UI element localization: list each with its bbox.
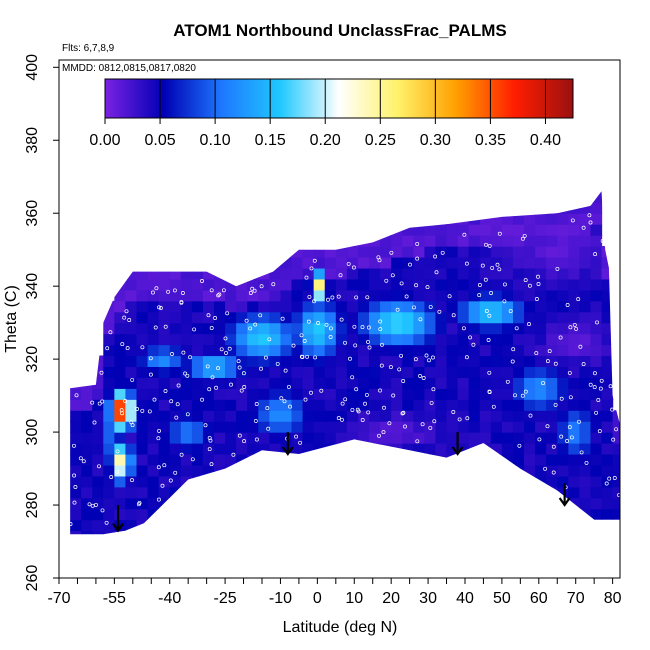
y-tick-label: 280	[24, 492, 41, 519]
colorbar: 0.00 0.05 0.10 0.15 0.20 0.25 0.30 0.35 0.40	[89, 78, 574, 149]
plot-frame	[58, 59, 621, 579]
y-tick-label: 380	[24, 127, 41, 154]
y-tick-label: 360	[24, 200, 41, 227]
tropopause-arrow-0	[112, 505, 124, 533]
y-tick-label: 260	[24, 565, 41, 592]
y-tick-label: 400	[24, 54, 41, 81]
x-tick-label: 0	[313, 590, 322, 607]
y-axis-label: Theta (C)	[3, 285, 20, 353]
colorbar-tick-label-4: 0.20	[310, 132, 341, 149]
colorbar-tick-label-8: 0.40	[530, 132, 561, 149]
tropopause-arrow-3	[558, 483, 571, 507]
x-tick-label: -10	[269, 590, 292, 607]
colorbar-tick-label-3: 0.15	[255, 132, 286, 149]
x-axis-label: Latitude (deg N)	[283, 619, 398, 636]
x-tick-label: 20	[382, 590, 400, 607]
y-axis: 260 280 300 320 340 360 380 400	[24, 54, 59, 592]
colorbar-ticks: 0.00 0.05 0.10 0.15 0.20 0.25 0.30 0.35 0.40	[89, 79, 561, 149]
dates-annotation: MMDD: 0812,0815,0817,0820	[62, 63, 196, 74]
colorbar-tick-label-0: 0.00	[89, 132, 120, 149]
x-tick-label: 80	[604, 590, 622, 607]
heatmap-cells	[70, 191, 620, 535]
x-tick-label: 30	[419, 590, 437, 607]
heatmap-field	[68, 191, 620, 535]
x-axis: -70 -55 -40 -25 -10 0 10 20 30 40 50 60 70 80	[47, 578, 622, 607]
colorbar-tick-label-1: 0.05	[144, 132, 175, 149]
colorbar-gradient	[104, 78, 574, 119]
observation-points	[68, 213, 620, 526]
colorbar-tick-label-2: 0.10	[200, 132, 231, 149]
y-tick-label: 300	[24, 419, 41, 446]
x-tick-label: 40	[456, 590, 474, 607]
x-tick-label: -70	[47, 590, 70, 607]
tropopause-arrow-2	[451, 432, 464, 456]
tropopause-arrow-1	[281, 432, 294, 456]
colorbar-tick-label-7: 0.35	[475, 132, 506, 149]
x-tick-label: -55	[103, 590, 126, 607]
tropopause-arrows	[112, 432, 571, 533]
x-tick-label: -40	[158, 590, 181, 607]
x-tick-label: 50	[493, 590, 511, 607]
x-tick-label: -25	[214, 590, 237, 607]
y-tick-label: 320	[24, 346, 41, 373]
colorbar-tick-label-6: 0.30	[420, 132, 451, 149]
x-tick-label: 10	[345, 590, 363, 607]
x-tick-label: 70	[567, 590, 585, 607]
flights-annotation: Flts: 6,7,8,9	[62, 43, 115, 54]
x-tick-label: 60	[530, 590, 548, 607]
y-tick-label: 340	[24, 273, 41, 300]
colorbar-tick-label-5: 0.25	[365, 132, 396, 149]
chart-title: ATOM1 Northbound UnclassFrac_PALMS	[173, 21, 506, 40]
